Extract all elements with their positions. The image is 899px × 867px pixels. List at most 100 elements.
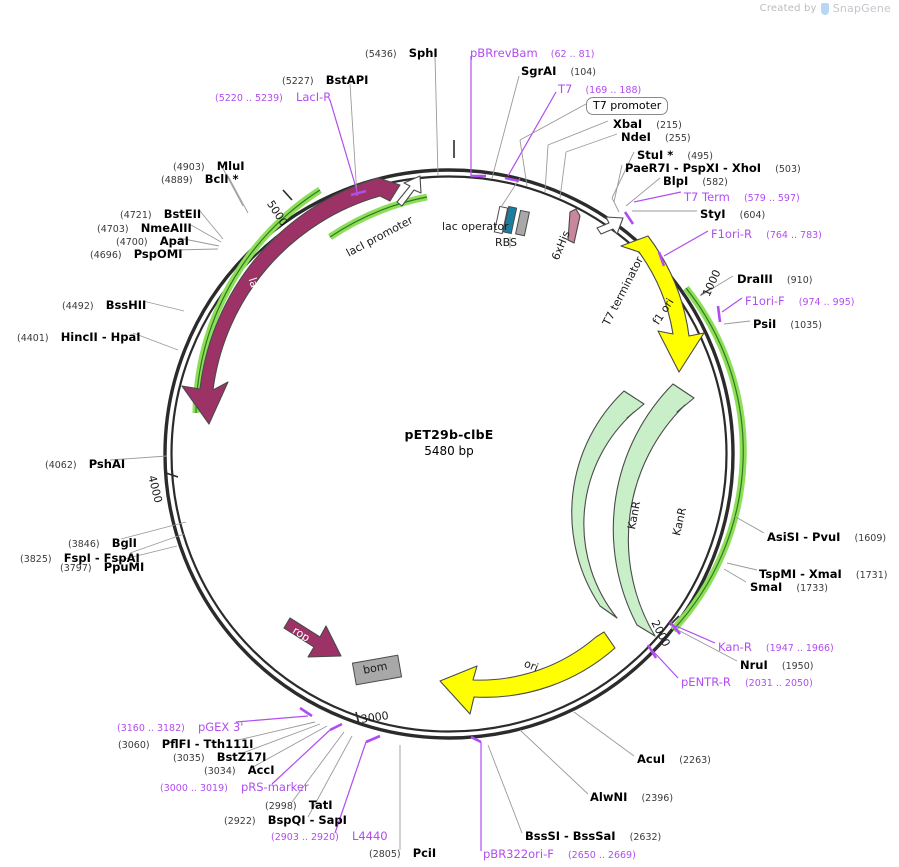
plasmid-backbone (163, 168, 735, 740)
label-acui[interactable]: AcuI (2263) (637, 750, 711, 766)
label-t7-term-range: (579 .. 597) (743, 193, 800, 204)
label-bstapi[interactable]: (5227) BstAPI (282, 71, 368, 87)
label-nrui[interactable]: NruI (1950) (740, 656, 813, 672)
label-apai-name: ApaI (159, 234, 189, 248)
label-nmeaiii-name: NmeAIII (140, 221, 192, 235)
feature-rbs[interactable] (514, 209, 530, 237)
label-pflfi-position: (3060) (118, 740, 150, 751)
label-xbai[interactable]: XbaI (215) (613, 115, 682, 131)
label-bgli-name: BglI (111, 536, 137, 550)
label-pflfi[interactable]: (3060) PflFI - Tth111I (118, 735, 253, 751)
label-asisi[interactable]: AsiSI - PvuI (1609) (767, 528, 886, 544)
label-bsssi[interactable]: BssSI - BssSaI (2632) (525, 827, 661, 843)
label-sgrai[interactable]: SgrAI (104) (521, 62, 596, 78)
feature-rop[interactable] (283, 617, 342, 658)
label-prs-marker[interactable]: (3000 .. 3019) pRS-marker (160, 778, 309, 794)
label-bstz17i[interactable]: (3035) BstZ17I (173, 748, 266, 764)
plasmid-title: pET29b-clbE 5480 bp (349, 427, 549, 458)
feature-laci[interactable] (181, 177, 401, 425)
label-bstei[interactable]: (4721) BstEII (120, 205, 201, 221)
label-stui[interactable]: StuI * (495) (637, 146, 713, 162)
label-pentr-r-range: (2031 .. 2050) (744, 678, 813, 689)
label-alwni-name: AlwNI (590, 790, 628, 804)
label-bgli[interactable]: (3846) BglI (68, 534, 137, 550)
label-bstei-position: (4721) (120, 210, 152, 221)
label-hincii-name: HincII - HpaI (60, 330, 141, 344)
plasmid-name: pET29b-clbE (404, 427, 494, 442)
feature-kanr-1[interactable] (571, 390, 645, 619)
label-ndei[interactable]: NdeI (255) (621, 128, 691, 144)
label-pbr322ori-f[interactable]: pBR322ori-F (2650 .. 2669) (483, 845, 636, 861)
label-apai-position: (4700) (116, 237, 148, 248)
label-prs-marker-name: pRS-marker (240, 780, 309, 794)
label-blpi-name: BlpI (663, 174, 689, 188)
feature-kanr-2[interactable] (612, 383, 695, 637)
label-fspi-position: (3825) (20, 554, 52, 565)
label-paer7i-position: (503) (775, 164, 801, 175)
feature-lac-operator[interactable] (493, 205, 518, 235)
feature-ori[interactable] (439, 631, 616, 715)
label-pspomi-name: PspOMI (133, 247, 183, 261)
feature-label-t7-promoter[interactable]: T7 promoter (586, 97, 669, 115)
label-f1ori-f-range: (974 .. 995) (798, 297, 855, 308)
label-apai[interactable]: (4700) ApaI (116, 232, 189, 248)
label-laci-r[interactable]: (5220 .. 5239) LacI-R (215, 88, 331, 104)
label-l4440[interactable]: (2903 .. 2920) L4440 (271, 827, 388, 843)
label-draiii-position: (910) (786, 275, 813, 286)
label-tspmi-position: (1731) (855, 570, 888, 581)
label-hincii-position: (4401) (17, 333, 49, 344)
feature-6xhis[interactable] (567, 208, 581, 244)
label-pspomi[interactable]: (4696) PspOMI (90, 245, 183, 261)
leader-lines-right (646, 275, 765, 679)
label-pentr-r[interactable]: pENTR-R (2031 .. 2050) (681, 673, 813, 689)
label-sphi-name: SphI (408, 46, 438, 60)
label-psii-name: PsiI (753, 317, 777, 331)
label-tati[interactable]: (2998) TatI (265, 796, 333, 812)
feature-laci-promoter[interactable] (396, 175, 422, 207)
label-sphi[interactable]: (5436) SphI (365, 44, 438, 60)
label-laci-r-name: LacI-R (295, 90, 332, 104)
label-pshai[interactable]: (4062) PshAI (45, 455, 125, 471)
leader-lines-top (329, 55, 709, 267)
label-acci[interactable]: (3034) AccI (204, 761, 275, 777)
label-paer7i-name: PaeR7I - PspXI - XhoI (625, 161, 762, 175)
label-smai[interactable]: SmaI (1733) (750, 578, 828, 594)
leader-lines-left (109, 162, 249, 563)
label-paer7i[interactable]: PaeR7I - PspXI - XhoI (503) (625, 159, 801, 175)
label-psii[interactable]: PsiI (1035) (753, 315, 822, 331)
label-blpi[interactable]: BlpI (582) (663, 172, 728, 188)
label-nmeaiii[interactable]: (4703) NmeAIII (97, 219, 192, 235)
label-stui-position: (495) (687, 151, 713, 162)
label-draiii[interactable]: DraIII (910) (737, 270, 812, 286)
label-blpi-position: (582) (702, 177, 728, 188)
label-mlui[interactable]: (4903) MluI (173, 157, 245, 173)
feature-t7-terminator[interactable] (596, 216, 624, 235)
feature-label-rbs: RBS (495, 236, 517, 249)
label-ppumi[interactable]: (3797) PpuMI (60, 558, 144, 574)
label-bspqi[interactable]: (2922) BspQI - SapI (224, 811, 347, 827)
label-kan-r[interactable]: Kan-R (1947 .. 1966) (718, 638, 834, 654)
label-bcli[interactable]: (4889) BclI * (161, 170, 239, 186)
label-bcli-name: BclI * (204, 172, 239, 186)
label-pcii[interactable]: (2805) PciI (369, 844, 436, 860)
label-pbrrevbam-name: pBRrevBam (470, 46, 538, 60)
label-tspmi[interactable]: TspMI - XmaI (1731) (759, 565, 887, 581)
feature-bom[interactable] (351, 654, 403, 686)
label-bstei-name: BstEII (163, 207, 202, 221)
label-styi[interactable]: StyI (604) (700, 205, 765, 221)
label-bsshii-position: (4492) (62, 301, 94, 312)
label-ppumi-name: PpuMI (103, 560, 145, 574)
label-alwni[interactable]: AlwNI (2396) (590, 788, 673, 804)
label-pshai-name: PshAI (88, 457, 126, 471)
label-f1ori-r[interactable]: F1ori-R (764 .. 783) (711, 225, 822, 241)
feature-f1-ori[interactable] (620, 235, 705, 373)
label-pbrrevbam[interactable]: pBRrevBam (62 .. 81) (470, 44, 594, 60)
label-hincii[interactable]: (4401) HincII - HpaI (17, 328, 141, 344)
label-t7-term[interactable]: T7 Term (579 .. 597) (684, 188, 800, 204)
label-fspi[interactable]: (3825) FspI - FspAI (20, 549, 140, 565)
label-smai-position: (1733) (796, 583, 828, 594)
label-f1ori-f[interactable]: F1ori-F (974 .. 995) (745, 292, 855, 308)
label-t7-primer[interactable]: T7 (169 .. 188) (558, 80, 641, 96)
label-pgex-3prime[interactable]: (3160 .. 3182) pGEX 3' (117, 718, 243, 734)
label-bsshii[interactable]: (4492) BssHII (62, 296, 146, 312)
